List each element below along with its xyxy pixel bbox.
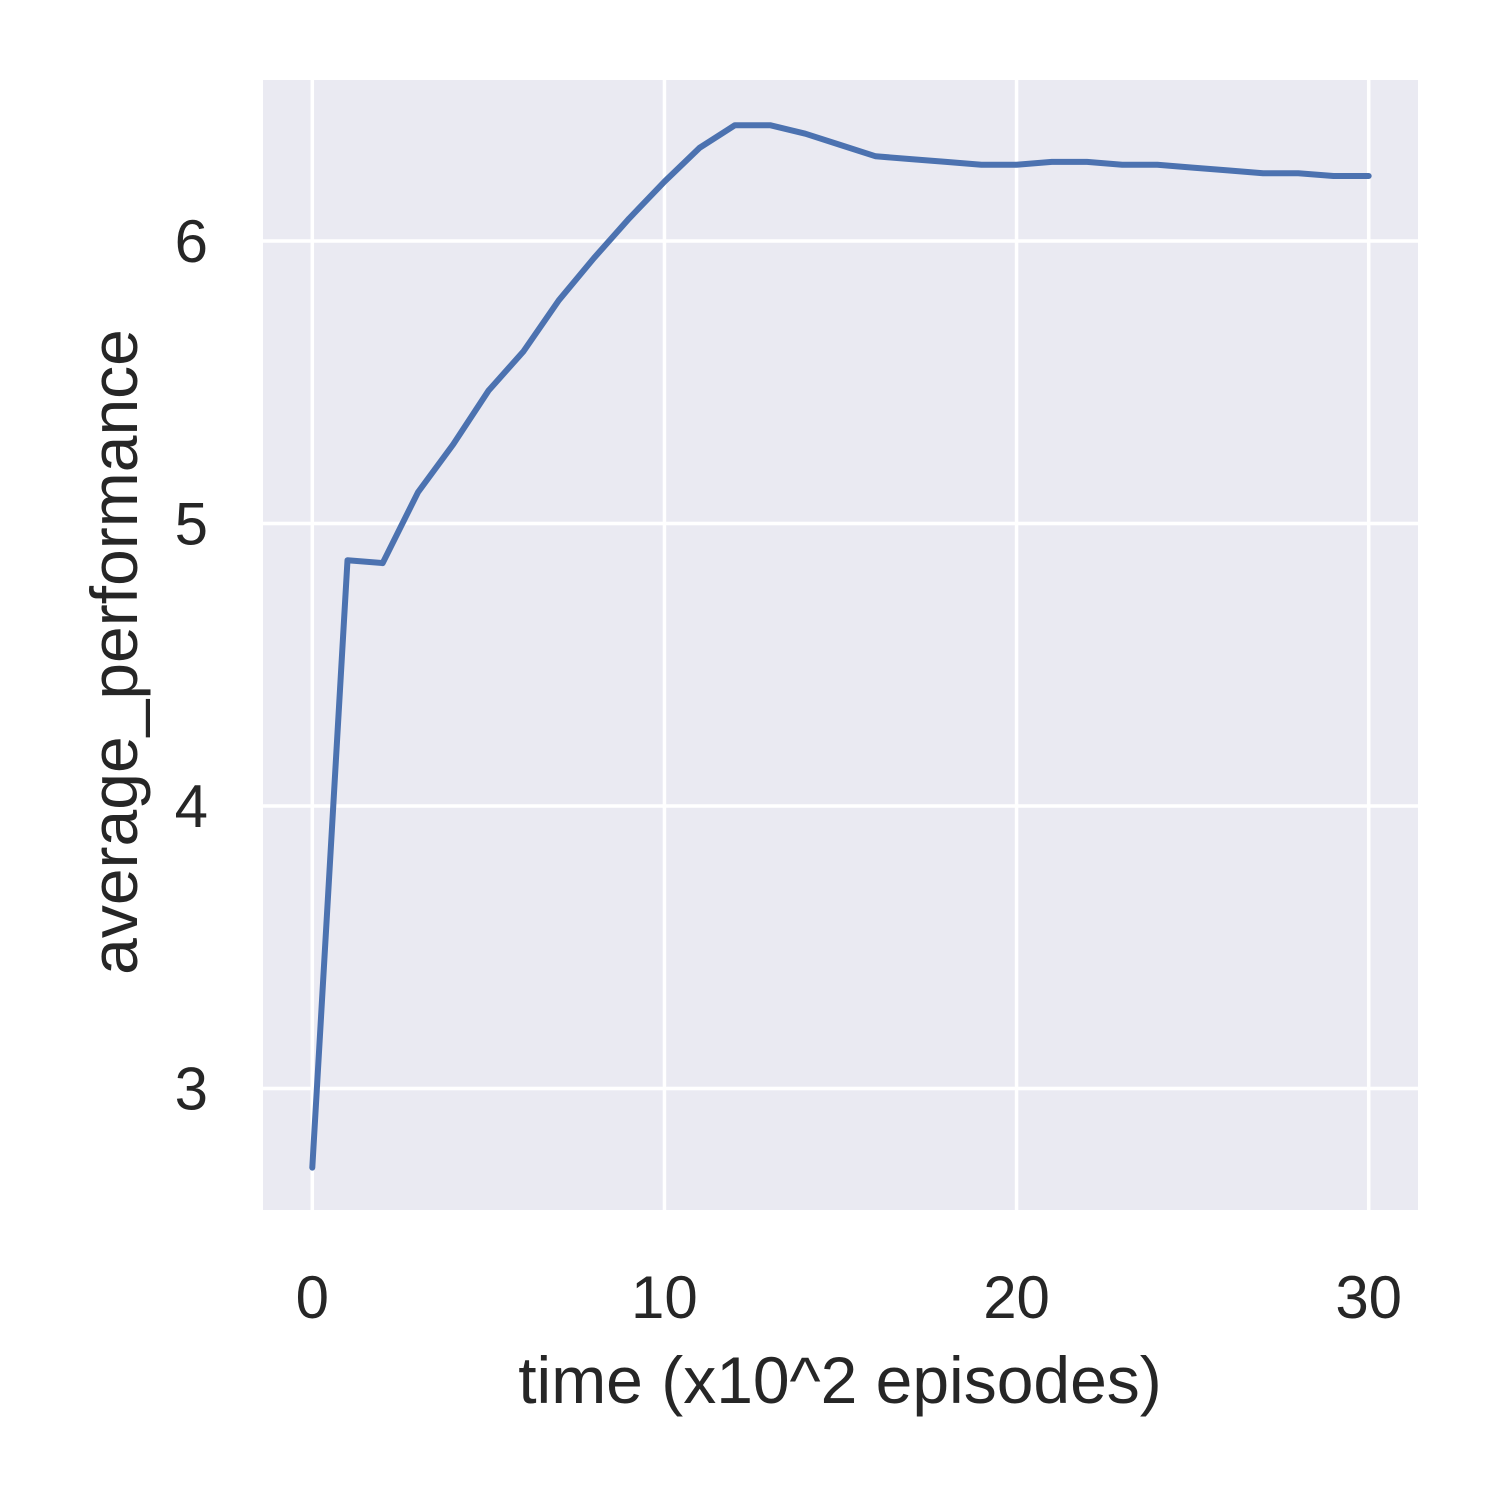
x-axis-label: time (x10^2 episodes) (518, 1343, 1162, 1417)
y-tick-label-3: 3 (175, 1056, 208, 1123)
x-tick-label-30: 30 (1335, 1264, 1402, 1331)
x-tick-label-0: 0 (296, 1264, 329, 1331)
y-axis-label: average_performance (77, 329, 151, 975)
x-gridlines (310, 80, 1371, 1210)
y-tick-labels: 3 4 5 6 (175, 208, 208, 1123)
x-tick-label-20: 20 (983, 1264, 1050, 1331)
series-line-0 (309, 122, 1372, 1171)
y-tick-label-5: 5 (175, 491, 208, 558)
y-tick-label-4: 4 (175, 773, 208, 840)
x-tick-labels: 0 10 20 30 (296, 1264, 1402, 1331)
y-tick-label-6: 6 (175, 208, 208, 275)
y-gridlines (263, 239, 1418, 1091)
x-tick-label-10: 10 (631, 1264, 698, 1331)
series-group (309, 122, 1372, 1171)
plot-area (263, 80, 1418, 1210)
